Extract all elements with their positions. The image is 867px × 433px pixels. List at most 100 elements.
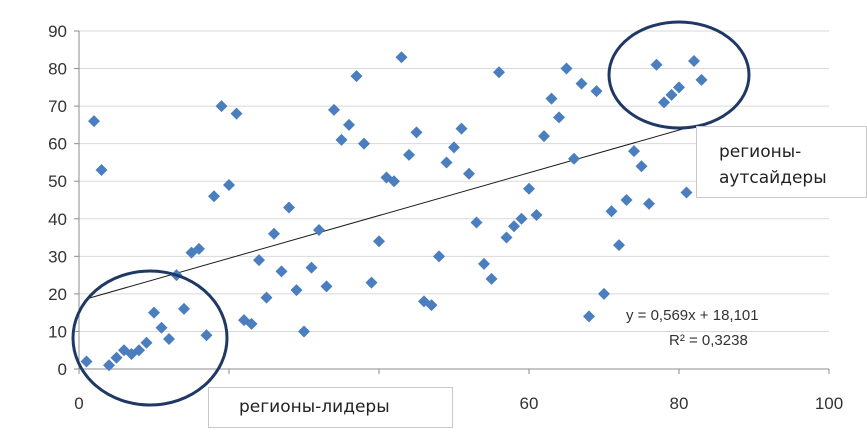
data-point — [613, 239, 625, 252]
data-point — [448, 141, 460, 154]
data-point — [283, 201, 295, 214]
data-point — [470, 216, 483, 229]
data-point — [583, 310, 595, 323]
outsiders-label-line1: регионы- — [719, 142, 802, 162]
x-tick-label: 80 — [670, 394, 689, 413]
data-point — [628, 145, 640, 158]
data-point — [388, 175, 400, 188]
data-point — [665, 88, 678, 101]
y-tick-label: 50 — [48, 172, 67, 191]
data-point — [403, 148, 415, 161]
data-point — [508, 220, 520, 233]
data-point — [688, 55, 700, 68]
y-tick-label: 20 — [48, 285, 67, 304]
trendline — [86, 125, 695, 300]
data-point — [343, 118, 355, 131]
data-point — [598, 287, 610, 300]
data-point — [680, 186, 693, 199]
data-point — [80, 355, 93, 368]
data-point — [523, 182, 535, 195]
y-tick-label: 40 — [48, 210, 67, 229]
data-point — [440, 156, 453, 169]
leaders-label: регионы-лидеры — [239, 397, 390, 417]
data-point — [553, 111, 565, 124]
data-point — [200, 329, 213, 342]
data-point — [103, 359, 115, 372]
data-point — [530, 209, 543, 222]
data-point — [650, 58, 663, 71]
data-point — [605, 205, 618, 218]
data-point — [493, 66, 505, 79]
data-point — [328, 103, 340, 116]
trendline-layer — [86, 125, 695, 300]
data-point — [590, 85, 603, 98]
data-point — [425, 299, 438, 312]
leaders-circle — [71, 269, 229, 407]
data-point — [335, 133, 348, 146]
y-tick-label: 80 — [48, 60, 67, 79]
outsiders-circle — [607, 20, 751, 130]
data-point — [673, 81, 685, 94]
data-point — [478, 257, 490, 270]
data-point — [538, 130, 550, 143]
outsiders-label-line2: аутсайдеры — [719, 168, 827, 188]
data-point — [658, 96, 670, 109]
data-point — [373, 235, 385, 248]
data-point — [365, 276, 378, 289]
data-point — [410, 126, 423, 139]
data-point — [275, 265, 288, 278]
x-tick-label: 100 — [815, 394, 843, 413]
data-point — [320, 280, 333, 293]
data-point — [575, 77, 588, 90]
data-point — [155, 321, 168, 334]
data-point — [193, 242, 205, 255]
x-tick-label: 60 — [520, 394, 539, 413]
data-point — [545, 92, 558, 105]
outsiders-callout: регионы- аутсайдеры — [696, 126, 867, 198]
data-point — [230, 107, 243, 120]
data-point — [568, 152, 580, 165]
data-point — [350, 70, 363, 83]
data-point — [148, 306, 160, 319]
data-point — [223, 178, 235, 191]
y-tick-label: 70 — [48, 97, 67, 116]
data-point — [358, 137, 370, 150]
data-point — [643, 197, 655, 210]
highlight-circles — [71, 20, 751, 407]
data-point — [560, 62, 573, 75]
y-tick-label: 30 — [48, 247, 67, 266]
y-tick-label: 0 — [58, 360, 67, 379]
data-point — [268, 227, 280, 240]
data-point — [163, 332, 175, 345]
data-point — [305, 261, 318, 274]
data-point — [395, 51, 408, 64]
data-point — [110, 351, 123, 364]
data-point — [208, 190, 220, 203]
tick-labels: 0102030405060708090020406080100 — [48, 22, 843, 413]
data-point — [635, 160, 648, 173]
data-point — [95, 163, 108, 176]
data-point — [695, 73, 708, 86]
data-point — [253, 254, 265, 267]
data-point — [215, 100, 228, 113]
r-squared: R² = 0,3238 — [669, 332, 748, 349]
data-point — [313, 224, 325, 237]
data-point — [290, 284, 303, 297]
axes — [74, 30, 830, 374]
data-point — [178, 302, 190, 315]
data-point — [620, 194, 633, 206]
y-tick-label: 60 — [48, 135, 67, 154]
data-points — [80, 51, 708, 372]
x-tick-label: 0 — [74, 394, 83, 413]
y-tick-label: 10 — [48, 322, 67, 341]
trend-equation: y = 0,569x + 18,101 — [626, 307, 759, 324]
leaders-callout: регионы-лидеры — [208, 387, 453, 428]
data-point — [463, 167, 475, 180]
data-point — [88, 115, 100, 128]
data-point — [133, 344, 145, 357]
data-point — [140, 336, 153, 349]
data-point — [245, 317, 258, 330]
data-point — [515, 212, 528, 225]
